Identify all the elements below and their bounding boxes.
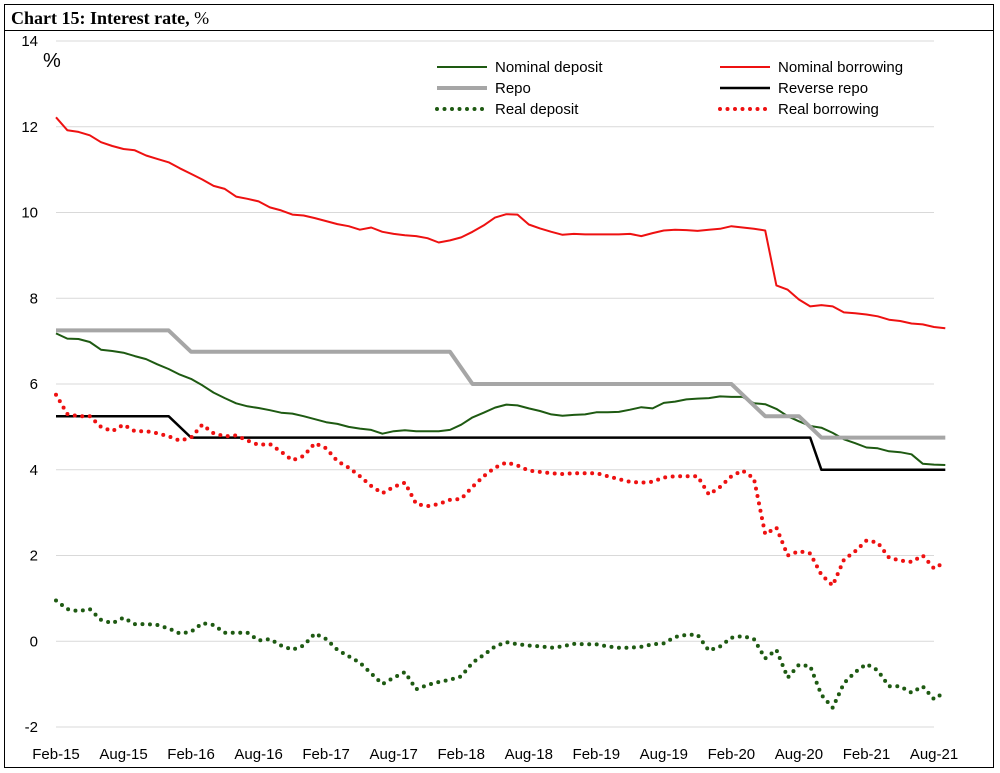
chart-title: Chart 15: Interest rate, % <box>11 8 209 29</box>
x-tick-label: Feb-18 <box>437 746 485 763</box>
y-tick-label: 0 <box>30 633 38 650</box>
x-tick-label: Aug-20 <box>775 746 823 763</box>
title-bar: Chart 15: Interest rate, % <box>5 5 993 31</box>
series-line-nominal-borrowing <box>55 116 946 330</box>
x-tick-label: Feb-17 <box>302 746 350 763</box>
series-line-repo <box>56 328 946 440</box>
y-tick-label: 4 <box>30 462 38 479</box>
y-axis-label: % <box>43 50 61 72</box>
x-tick-label: Aug-19 <box>640 746 688 763</box>
x-tick-label: Feb-16 <box>167 746 215 763</box>
chart-title-unit: % <box>194 8 210 28</box>
legend-label-real-borrowing: Real borrowing <box>778 101 879 118</box>
y-tick-label: 8 <box>30 290 38 307</box>
x-tick-label: Feb-21 <box>843 746 891 763</box>
chart-title-text: Chart 15: Interest rate, <box>11 8 190 28</box>
x-tick-label: Feb-20 <box>708 746 756 763</box>
series-line-reverse-repo <box>56 414 946 472</box>
y-tick-label: 12 <box>21 119 38 136</box>
x-tick-label: Feb-15 <box>32 746 80 763</box>
y-tick-label: 2 <box>30 548 38 565</box>
x-tick-label: Aug-16 <box>234 746 282 763</box>
y-tick-label: 10 <box>21 205 38 222</box>
series-line-real-borrowing <box>54 392 948 589</box>
x-tick-label: Feb-19 <box>573 746 621 763</box>
series-line-real-deposit <box>54 598 948 712</box>
x-tick-label: Aug-18 <box>505 746 553 763</box>
x-tick-label: Aug-17 <box>370 746 418 763</box>
legend-label-repo: Repo <box>495 80 531 97</box>
x-tick-label: Aug-21 <box>910 746 958 763</box>
series-line-nominal-deposit <box>55 332 946 466</box>
x-tick-label: Aug-15 <box>99 746 147 763</box>
y-tick-label: -2 <box>25 719 38 736</box>
y-tick-label: 6 <box>30 376 38 393</box>
y-tick-label: 14 <box>21 33 38 50</box>
legend-label-nominal-deposit: Nominal deposit <box>495 59 603 76</box>
legend-label-nominal-borrowing: Nominal borrowing <box>778 59 903 76</box>
legend-label-real-deposit: Real deposit <box>495 101 579 118</box>
legend-label-reverse-repo: Reverse repo <box>778 80 868 97</box>
